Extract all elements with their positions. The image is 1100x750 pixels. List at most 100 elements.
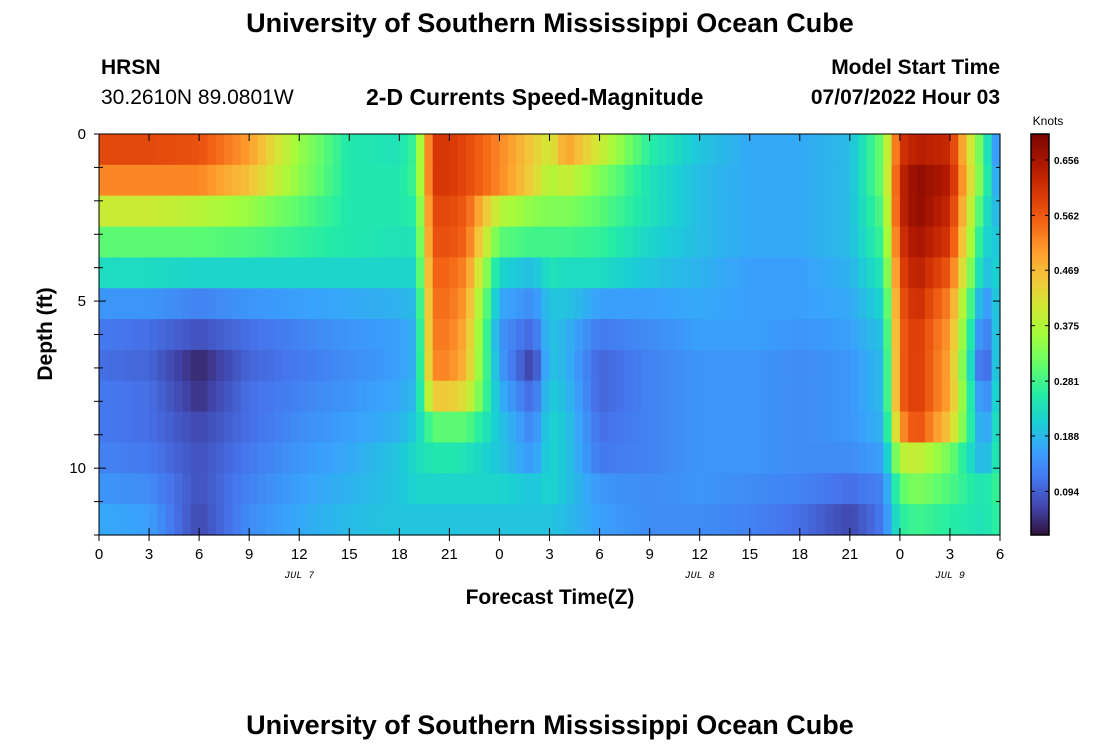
heatmap-cell bbox=[215, 134, 225, 166]
heatmap-cell bbox=[365, 442, 375, 474]
heatmap-cell bbox=[524, 288, 534, 320]
heatmap-cell bbox=[240, 195, 250, 228]
heatmap-cell bbox=[566, 349, 576, 382]
heatmap-cell bbox=[149, 319, 158, 351]
heatmap-cell bbox=[649, 134, 659, 166]
heatmap-cell bbox=[107, 226, 117, 258]
heatmap-cell bbox=[991, 442, 1001, 474]
heatmap-cell bbox=[265, 195, 275, 228]
heatmap-cell bbox=[666, 288, 676, 320]
heatmap-cell bbox=[632, 257, 642, 289]
heatmap-cell bbox=[132, 319, 142, 351]
heatmap-cell bbox=[207, 380, 217, 413]
heatmap-cell bbox=[365, 257, 375, 289]
heatmap-cell bbox=[699, 226, 709, 258]
heatmap-cell bbox=[357, 380, 367, 413]
heatmap-cell bbox=[157, 319, 167, 351]
heatmap-cell bbox=[124, 349, 133, 382]
heatmap-cell bbox=[808, 380, 818, 413]
heatmap-cell bbox=[307, 164, 317, 197]
heatmap-cell bbox=[332, 319, 342, 351]
heatmap-cell bbox=[299, 504, 309, 536]
heatmap-cell bbox=[215, 380, 225, 413]
heatmap-cell bbox=[349, 411, 359, 444]
heatmap-cell bbox=[215, 349, 225, 382]
heatmap-cell bbox=[816, 349, 826, 382]
heatmap-cell bbox=[182, 504, 192, 536]
heatmap-cell bbox=[799, 226, 809, 258]
heatmap-cell bbox=[541, 380, 551, 413]
heatmap-cell bbox=[774, 442, 784, 474]
heatmap-cell bbox=[891, 288, 901, 320]
heatmap-cell bbox=[199, 349, 209, 382]
heatmap-cell bbox=[424, 319, 434, 351]
heatmap-cell bbox=[99, 319, 108, 351]
x-tick-label: 3 bbox=[946, 546, 954, 563]
heatmap-cell bbox=[866, 319, 876, 351]
heatmap-cell bbox=[324, 442, 334, 474]
heatmap-cell bbox=[941, 411, 951, 444]
heatmap-cell bbox=[140, 349, 150, 382]
heatmap-cell bbox=[799, 442, 809, 474]
heatmap-cell bbox=[457, 257, 467, 289]
heatmap-cell bbox=[883, 288, 893, 320]
heatmap-cell bbox=[657, 349, 667, 382]
heatmap-cell bbox=[599, 226, 609, 258]
heatmap-cell bbox=[824, 288, 834, 320]
heatmap-cell bbox=[190, 195, 200, 228]
heatmap-cell bbox=[749, 134, 759, 166]
heatmap-cell bbox=[532, 319, 542, 351]
heatmap-cell bbox=[766, 319, 776, 351]
heatmap-cell bbox=[315, 164, 325, 197]
heatmap-cell bbox=[766, 442, 776, 474]
heatmap-cell bbox=[324, 288, 334, 320]
heatmap-cell bbox=[641, 442, 651, 474]
heatmap-cell bbox=[716, 164, 726, 197]
heatmap-cell bbox=[274, 195, 284, 228]
heatmap-cell bbox=[966, 349, 976, 382]
heatmap-cell bbox=[407, 195, 417, 228]
heatmap-cell bbox=[265, 134, 275, 166]
heatmap-cell bbox=[115, 257, 125, 289]
heatmap-cell bbox=[791, 473, 801, 505]
heatmap-cell bbox=[833, 134, 843, 166]
heatmap-cell bbox=[616, 380, 626, 413]
heatmap-cell bbox=[816, 442, 826, 474]
heatmap-cell bbox=[557, 473, 567, 505]
heatmap-cell bbox=[199, 257, 209, 289]
heatmap-cell bbox=[599, 349, 609, 382]
heatmap-cell bbox=[749, 319, 759, 351]
heatmap-cell bbox=[733, 134, 742, 166]
heatmap-cell bbox=[257, 442, 267, 474]
heatmap-cell bbox=[899, 195, 909, 228]
heatmap-cell bbox=[99, 226, 108, 258]
heatmap-cell bbox=[407, 134, 417, 166]
heatmap-cell bbox=[282, 195, 292, 228]
heatmap-cell bbox=[124, 288, 133, 320]
heatmap-cell bbox=[858, 257, 868, 289]
heatmap-cell bbox=[449, 473, 459, 505]
heatmap-cell bbox=[858, 411, 868, 444]
heatmap-cell bbox=[833, 319, 843, 351]
heatmap-cell bbox=[582, 411, 592, 444]
heatmap-cell bbox=[624, 349, 634, 382]
heatmap-cell bbox=[257, 473, 267, 505]
heatmap-cell bbox=[616, 164, 626, 197]
heatmap-cell bbox=[966, 411, 976, 444]
heatmap-cell bbox=[824, 380, 834, 413]
heatmap-cell bbox=[224, 411, 234, 444]
heatmap-cell bbox=[182, 411, 192, 444]
x-tick-label: 3 bbox=[545, 546, 553, 563]
heatmap-cell bbox=[849, 411, 859, 444]
heatmap-cell bbox=[149, 442, 158, 474]
heatmap-cell bbox=[674, 288, 684, 320]
heatmap-cell bbox=[282, 504, 292, 536]
heatmap-cell bbox=[257, 411, 267, 444]
heatmap-cell bbox=[699, 380, 709, 413]
heatmap-cell bbox=[340, 504, 350, 536]
heatmap-cell bbox=[457, 442, 467, 474]
heatmap-cell bbox=[674, 319, 684, 351]
heatmap-cell bbox=[274, 257, 284, 289]
heatmap-cell bbox=[899, 319, 909, 351]
heatmap-cell bbox=[791, 411, 801, 444]
